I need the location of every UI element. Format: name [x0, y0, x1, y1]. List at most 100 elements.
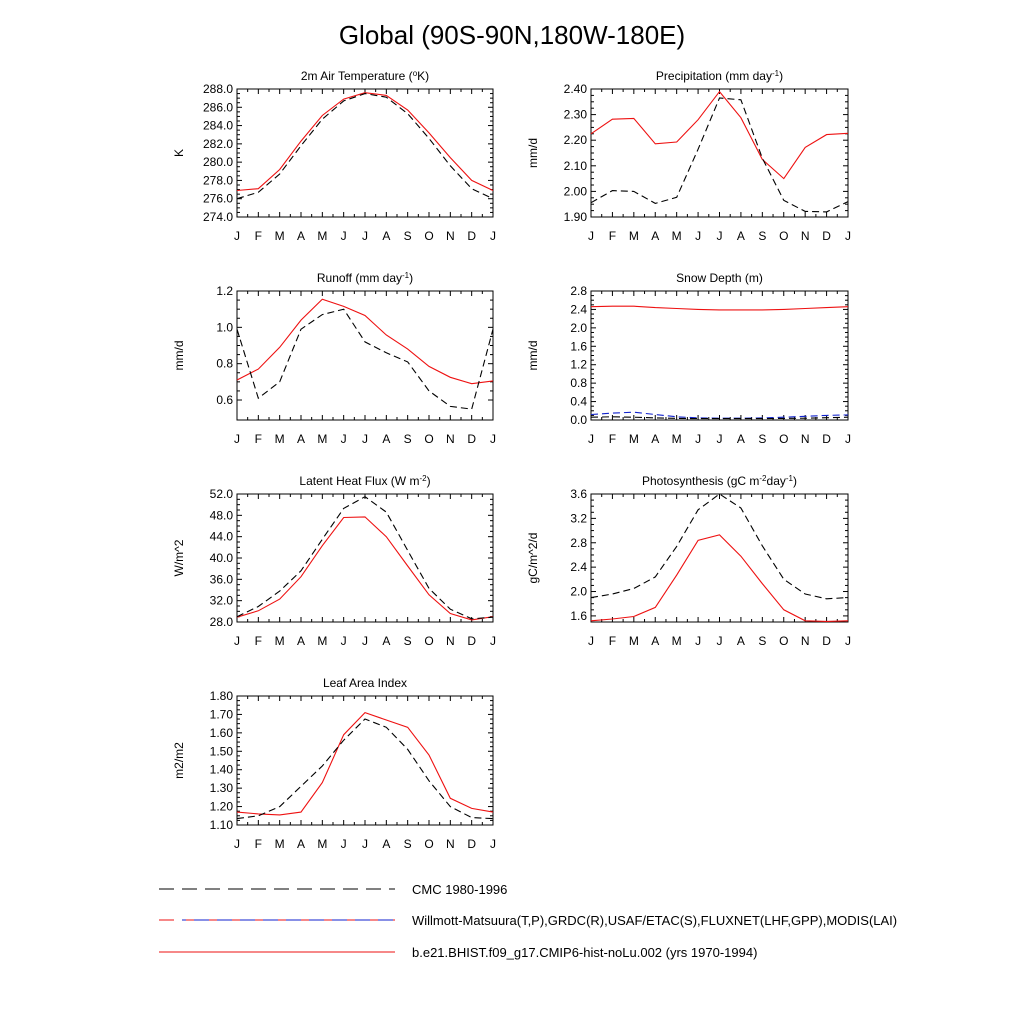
y-tick-label: 1.10: [210, 818, 234, 832]
panel-title-part: 2m Air Temperature (: [301, 69, 413, 83]
x-tick-label: F: [609, 432, 616, 446]
panel-title: Photosynthesis (gC m-2day-1): [642, 474, 797, 488]
y-tick-label: 1.80: [210, 689, 234, 703]
y-axis-label: mm/d: [526, 341, 540, 371]
x-tick-label: M: [629, 432, 639, 446]
chart-panel-0: 2m Air Temperature (oK)KJ F M A M J J A S O N D J274…: [172, 69, 496, 243]
x-tick-label: S: [404, 229, 412, 243]
x-tick-label: S: [758, 229, 766, 243]
x-tick-label: M: [275, 634, 285, 648]
y-axis-label: W/m^2: [172, 539, 186, 576]
y-axis-label: mm/d: [526, 138, 540, 168]
x-tick-label: A: [651, 432, 659, 446]
y-tick-label: 40.0: [210, 551, 234, 565]
x-tick-label: J: [234, 432, 240, 446]
x-tick-label: A: [382, 837, 390, 851]
series-line-model: [590, 534, 849, 622]
series-line-obs: [236, 496, 494, 620]
y-tick-label: 284.0: [203, 119, 233, 133]
x-tick-label: M: [317, 432, 327, 446]
x-tick-label: M: [275, 837, 285, 851]
y-tick-label: 2.4: [570, 560, 587, 574]
y-tick-label: 1.30: [210, 781, 234, 795]
panel-title-part: Latent Heat Flux (W m: [299, 474, 419, 488]
x-tick-label: J: [717, 432, 723, 446]
y-tick-label: 52.0: [210, 487, 234, 501]
panel-title-part: -2: [759, 474, 767, 483]
y-tick-label: 1.70: [210, 707, 234, 721]
panel-title-part: K): [417, 69, 429, 83]
x-tick-label: J: [341, 229, 347, 243]
x-tick-label: O: [424, 837, 433, 851]
x-tick-label: J: [234, 229, 240, 243]
x-tick-label: J: [717, 634, 723, 648]
y-tick-label: 1.2: [570, 358, 587, 372]
x-tick-label: O: [424, 634, 433, 648]
x-tick-label: A: [297, 432, 305, 446]
x-tick-label: M: [317, 837, 327, 851]
x-tick-label: A: [297, 837, 305, 851]
y-tick-label: 1.6: [570, 339, 587, 353]
figure-title: Global (90S-90N,180W-180E): [338, 20, 686, 50]
y-tick-label: 282.0: [203, 137, 233, 151]
x-tick-label: S: [404, 432, 412, 446]
y-tick-label: 2.8: [570, 284, 587, 298]
panel-title-part: ): [427, 474, 431, 488]
x-tick-label: M: [317, 634, 327, 648]
x-tick-label: A: [737, 634, 745, 648]
y-axis-label: gC/m^2/d: [526, 533, 540, 584]
y-tick-label: 1.6: [570, 609, 587, 623]
x-tick-label: J: [845, 432, 851, 446]
x-tick-label: F: [255, 837, 262, 851]
series-line-model: [236, 516, 494, 621]
x-tick-label: D: [822, 229, 831, 243]
y-tick-label: 2.10: [564, 159, 588, 173]
x-tick-label: N: [446, 634, 455, 648]
panel-title: Runoff (mm day-1): [317, 271, 413, 285]
x-tick-label: O: [779, 229, 788, 243]
x-tick-label: A: [737, 432, 745, 446]
x-tick-label: A: [651, 229, 659, 243]
y-tick-label: 286.0: [203, 100, 233, 114]
panel-title-part: Leaf Area Index: [323, 676, 407, 690]
panel-title-part: -2: [419, 474, 427, 483]
x-tick-label: J: [695, 634, 701, 648]
series-line-obs: [236, 718, 494, 820]
x-tick-label: D: [822, 634, 831, 648]
y-tick-label: 1.2: [216, 284, 233, 298]
x-tick-label: J: [490, 229, 496, 243]
series-line-obs: [590, 493, 849, 600]
x-tick-label: M: [317, 229, 327, 243]
chart-panel-1: Precipitation (mm day-1)mm/dJ F M A M J J A S O N D…: [526, 69, 851, 243]
y-tick-label: 1.90: [564, 210, 588, 224]
panel-title-part: Precipitation (mm day: [656, 69, 772, 83]
y-tick-label: 1.40: [210, 763, 234, 777]
y-tick-label: 2.30: [564, 108, 588, 122]
y-tick-label: 0.6: [216, 393, 233, 407]
y-tick-label: 44.0: [210, 530, 234, 544]
series-line-obs: [590, 97, 849, 213]
x-tick-label: J: [234, 837, 240, 851]
series-line-model: [590, 90, 849, 180]
x-tick-label: S: [404, 837, 412, 851]
series-line-model: [236, 92, 494, 192]
x-tick-label: J: [695, 432, 701, 446]
panel-title-part: Photosynthesis (gC m: [642, 474, 759, 488]
x-tick-label: A: [382, 432, 390, 446]
panel-title-part: Runoff (mm day: [317, 271, 402, 285]
y-tick-label: 3.6: [570, 487, 587, 501]
x-tick-label: J: [362, 634, 368, 648]
y-tick-label: 1.20: [210, 800, 234, 814]
x-tick-label: J: [588, 229, 594, 243]
panel-title-part: ): [793, 474, 797, 488]
x-tick-label: O: [779, 432, 788, 446]
series-line-model: [236, 711, 494, 816]
x-tick-label: M: [672, 229, 682, 243]
panel-title-part: Snow Depth (m): [676, 271, 763, 285]
y-tick-label: 0.4: [570, 395, 587, 409]
x-tick-label: J: [341, 837, 347, 851]
x-tick-label: D: [467, 837, 476, 851]
x-tick-label: J: [341, 634, 347, 648]
chart-panel-2: Runoff (mm day-1)mm/dJ F M A M J J A S O N D J0.60.8…: [172, 271, 496, 446]
